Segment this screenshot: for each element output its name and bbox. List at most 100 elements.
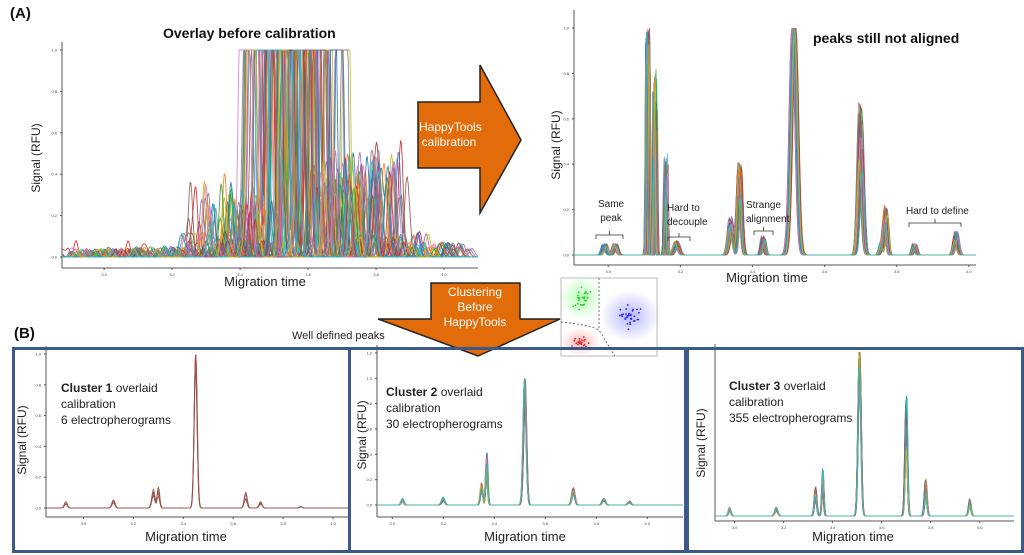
y-tick-label: 0.6 [35, 413, 41, 418]
caption-line: 30 electropherograms [386, 417, 503, 431]
arrow-text-line: calibration [421, 135, 477, 149]
scatter-point [576, 294, 579, 297]
electropherogram-trace [377, 378, 683, 506]
annotation-hard-to-decouple: Hard to decouple [667, 202, 708, 230]
scatter-point [625, 308, 628, 310]
scatter-point [627, 314, 630, 317]
scatter-point [585, 291, 587, 294]
scatter-point [583, 299, 586, 302]
scatter-point [583, 292, 586, 295]
x-axis-label: Migration time [145, 529, 227, 544]
x-tick-label: 3.6 [305, 272, 311, 277]
y-tick-label: 0.4 [366, 452, 372, 457]
scatter-point [578, 337, 581, 340]
annotation-line: alignment [746, 214, 790, 225]
y-tick-label: 0.6 [51, 130, 57, 135]
caption-text: overlaid [440, 385, 483, 399]
x-tick-label: 3.6 [879, 525, 885, 530]
scatter-point [628, 312, 630, 315]
y-axis-label: Signal (RFU) [29, 123, 43, 193]
scatter-point [577, 343, 579, 346]
scatter-point [583, 343, 586, 346]
cluster-3-box [686, 347, 1024, 553]
x-tick-label: 3.4 [830, 525, 836, 530]
x-tick-label: 3.8 [280, 521, 286, 526]
scatter-point [583, 340, 585, 342]
scatter-point [581, 339, 583, 341]
x-tick-label: 4.0 [977, 525, 983, 530]
scatter-point [583, 296, 586, 298]
caption-line: calibration [61, 397, 116, 411]
cluster-3-caption: Cluster 3 overlaid calibration 355 elect… [729, 378, 852, 426]
y-axis-label: Signal (RFU) [694, 408, 708, 478]
scatter-point [574, 337, 577, 340]
caption-line: Cluster 3 overlaid [729, 378, 852, 394]
arrow-text-line: Clustering [447, 285, 503, 299]
scatter-point [580, 341, 583, 344]
caption-line: calibration [386, 401, 441, 415]
scatter-point [626, 323, 629, 325]
scatter-point [636, 308, 638, 311]
y-tick-label: 0.6 [563, 116, 569, 121]
scatter-point [630, 318, 633, 321]
scatter-point [572, 305, 575, 308]
x-tick-label: 4.0 [441, 272, 447, 277]
cluster-name: Cluster 3 [729, 379, 781, 393]
x-tick-label: 3.4 [750, 269, 756, 274]
scatter-point [625, 313, 627, 315]
scatter-point [633, 315, 636, 318]
y-tick-label: 0.8 [51, 89, 57, 94]
clustering-arrow-label: Clustering Before HappyTools [430, 285, 520, 330]
x-tick-label: 4.0 [330, 521, 336, 526]
x-tick-label: 3.6 [230, 521, 236, 526]
y-tick-label: 0.0 [366, 503, 372, 508]
scatter-point [575, 342, 578, 345]
scatter-point [578, 299, 580, 301]
caption-line: 355 electropherograms [729, 411, 853, 425]
scatter-point [636, 318, 639, 321]
overlay-title: Overlay before calibration [163, 25, 336, 41]
cluster-2-caption: Cluster 2 overlaid calibration 30 electr… [386, 384, 503, 432]
cluster-name: Cluster 1 [61, 381, 113, 395]
scatter-point [624, 318, 627, 320]
after-calibration-chart: 3.0 3.2 3.4 3.6 3.8 4.0 0.0 0.2 0.4 0.6 0.8 1.0 [563, 10, 976, 274]
arrow-text-line: Before [457, 300, 493, 314]
x-tick-label: 3.0 [390, 521, 396, 526]
annotation-bracket [753, 227, 774, 235]
caption-text: overlaid [115, 381, 158, 395]
calibration-arrow [417, 64, 522, 216]
x-tick-label: 3.6 [543, 521, 549, 526]
y-axis-label: Signal (RFU) [15, 405, 29, 475]
x-axis-label: Migration time [224, 274, 306, 289]
x-tick-label: 3.2 [131, 521, 137, 526]
cluster-1-caption: Cluster 1 overlaid calibration 6 electro… [61, 380, 171, 428]
scatter-point [578, 308, 580, 311]
scatter-point [629, 321, 631, 324]
y-axis-label: Signal (RFU) [355, 400, 369, 470]
cluster-2-chart: 3.0 3.2 3.4 3.6 3.8 4.0 0.0 0.2 0.4 0.6 0.8 1.0 1.2 [366, 345, 683, 526]
arrow-text-line: HappyTools [443, 315, 507, 329]
scatter-point [620, 313, 623, 316]
cluster-region-blue [600, 290, 660, 342]
y-tick-label: 0.8 [563, 71, 569, 76]
cluster-1-chart: 3.0 3.2 3.4 3.6 3.8 4.0 0.0 0.2 0.4 0.6 0.8 1.0 [35, 346, 348, 526]
electropherogram-trace [574, 28, 976, 256]
scatter-point [581, 296, 584, 299]
caption-line: Cluster 2 overlaid [386, 384, 503, 400]
y-tick-label: 0.8 [366, 401, 372, 406]
y-tick-label: 0.4 [35, 444, 41, 449]
y-tick-label: 0.6 [366, 427, 372, 432]
scatter-point [621, 315, 624, 318]
scatter-point [571, 345, 573, 347]
x-tick-label: 3.4 [492, 521, 498, 526]
annotation-line: decouple [667, 217, 708, 228]
cluster-3-chart: 3.0 3.2 3.4 3.6 3.8 4.0 [714, 344, 1014, 530]
annotation-line: Strange [746, 200, 782, 211]
scatter-point [583, 303, 585, 306]
annotation-bracket [667, 233, 691, 241]
x-tick-label: 3.6 [822, 269, 828, 274]
y-axis-label: Signal (RFU) [549, 110, 563, 180]
scatter-point [586, 293, 589, 295]
scatter-point [582, 336, 585, 338]
